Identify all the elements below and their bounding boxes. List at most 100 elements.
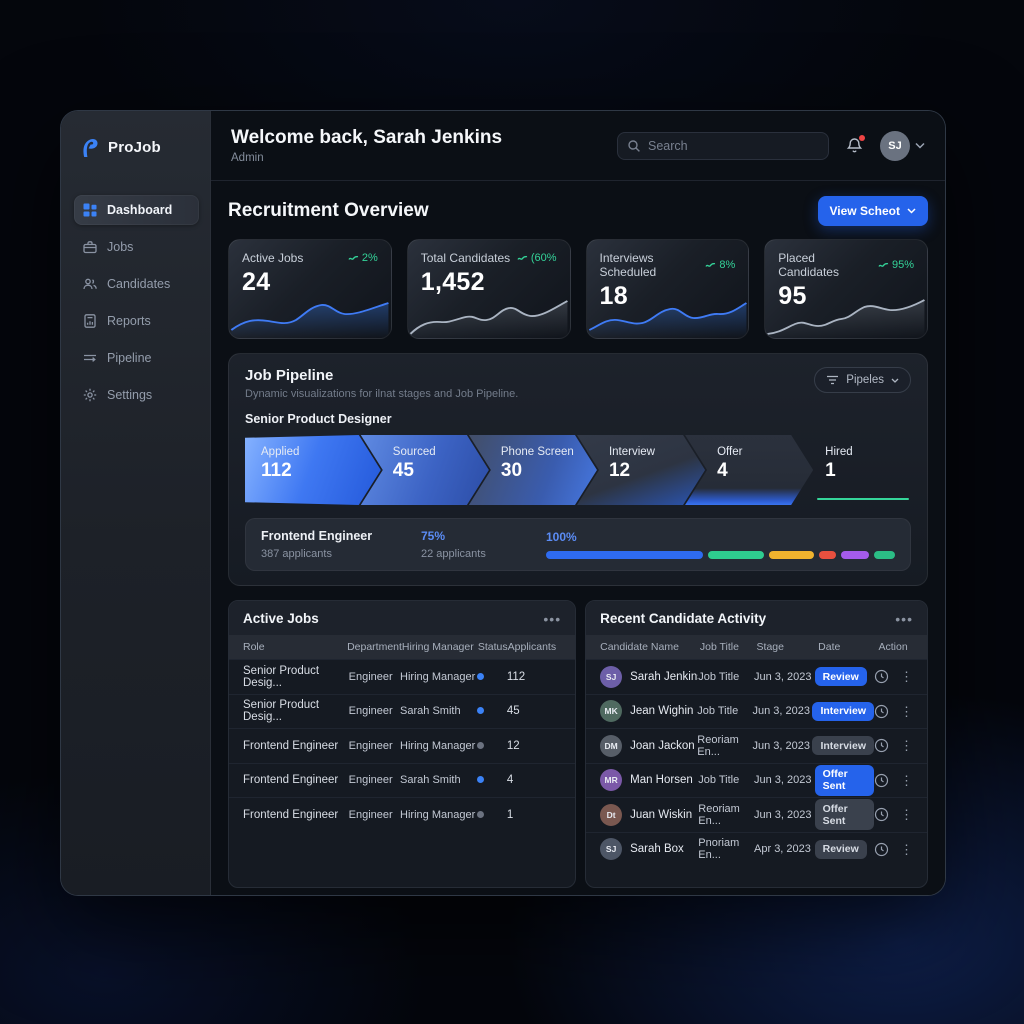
kebab-menu-icon[interactable]: ⋮: [900, 807, 913, 823]
trend-badge: 95%: [878, 259, 914, 271]
notifications-bell[interactable]: [845, 135, 865, 155]
dashboard-grid-icon: [82, 202, 98, 218]
table-row[interactable]: Frontend Engineer Engineer Hiring Manage…: [229, 797, 576, 832]
kebab-menu-icon[interactable]: ⋮: [900, 703, 913, 719]
stat-value: 18: [599, 282, 628, 310]
sidebar-item-pipeline[interactable]: Pipeline: [74, 343, 199, 373]
stage-label: Hired: [825, 446, 853, 458]
table-row[interactable]: Frontend Engineer Engineer Hiring Manage…: [229, 728, 576, 763]
search-input[interactable]: [648, 138, 819, 153]
stage-badge: Offer Sent: [814, 799, 874, 831]
stat-cards-row: Active Jobs 2% 24 Tot: [228, 239, 928, 339]
table-row[interactable]: SJ Sarah Jenkins Job Title Jun 3, 2023 R…: [586, 659, 927, 694]
sparkline-chart: [588, 302, 747, 338]
search-box[interactable]: [617, 131, 829, 160]
gear-icon: [82, 387, 98, 403]
avatar: MK: [600, 700, 623, 723]
pipelines-filter-button[interactable]: Pipeles: [814, 367, 911, 393]
sidebar-item-label: Jobs: [107, 240, 134, 254]
table-row[interactable]: MK Jean Wighin Job Title Jun 3, 2023 Int…: [586, 693, 927, 729]
trend-badge: 2%: [348, 252, 378, 264]
pipeline-subtitle: Dynamic visualizations for ilnat stages …: [245, 388, 519, 400]
stage-label: Phone Screen: [500, 446, 574, 458]
table-row[interactable]: Dt Juan Wiskin Reoriam En... Jun 3, 2023…: [586, 797, 927, 832]
status-dot: [477, 707, 485, 715]
stat-card-interviews-scheduled[interactable]: Interviews Scheduled 8% 18: [585, 239, 750, 339]
table-row[interactable]: DM Joan Jackon Reoriam En... Jun 3, 2023…: [586, 728, 927, 763]
history-clock-icon[interactable]: [874, 842, 889, 857]
stage-value: 12: [608, 460, 631, 481]
stat-label: Placed Candidates: [778, 251, 839, 279]
recent-activity-card: Recent Candidate Activity ••• Candidate …: [585, 600, 928, 888]
chevron-down-icon: [915, 142, 925, 149]
pipeline-summary-row[interactable]: Frontend Engineer 387 applicants 75% 22 …: [245, 518, 911, 571]
history-clock-icon[interactable]: [874, 773, 889, 788]
report-document-icon: [82, 313, 98, 329]
stage-label: Applied: [261, 446, 300, 458]
job-pipeline-card: Job Pipeline Dynamic visualizations for …: [228, 353, 928, 586]
kebab-menu-icon[interactable]: ⋮: [900, 841, 913, 857]
sidebar-nav: Dashboard Jobs: [74, 195, 199, 410]
app-title: ProJob: [108, 138, 161, 156]
funnel-stage-applied[interactable]: Applied 112: [245, 435, 381, 505]
sidebar-item-candidates[interactable]: Candidates: [74, 269, 199, 299]
funnel-stage-hired[interactable]: Hired 1: [793, 435, 911, 505]
view-schedule-button[interactable]: View Scheot: [817, 196, 928, 226]
bar-segment: [707, 551, 764, 559]
sidebar-item-label: Pipeline: [107, 351, 152, 365]
funnel-stage-interview[interactable]: Interview 12: [577, 435, 705, 505]
status-dot: [477, 741, 485, 749]
sidebar-item-label: Reports: [107, 314, 151, 328]
chevron-down-icon: [907, 208, 916, 214]
sidebar-item-dashboard[interactable]: Dashboard: [74, 195, 199, 225]
pipeline-flow-icon: [82, 350, 98, 366]
sidebar-item-settings[interactable]: Settings: [74, 380, 199, 410]
summary-applicants: 387 applicants: [261, 548, 332, 560]
history-clock-icon[interactable]: [874, 704, 889, 719]
stat-value: 24: [242, 268, 271, 296]
stage-value: 4: [717, 460, 728, 481]
table-row[interactable]: Senior Product Desig... Engineer Hiring …: [229, 659, 576, 694]
stat-card-total-candidates[interactable]: Total Candidates (60% 1,452: [406, 239, 571, 339]
stage-value: 45: [392, 460, 414, 481]
briefcase-icon: [82, 239, 98, 255]
recent-activity-title: Recent Candidate Activity: [600, 611, 767, 626]
table-row[interactable]: MR Man Horsen Job Title Jun 3, 2023 Offe…: [586, 762, 927, 798]
trend-up-icon: [517, 255, 528, 260]
sidebar-item-reports[interactable]: Reports: [74, 306, 199, 336]
avatar: SJ: [880, 130, 910, 161]
sidebar-item-label: Candidates: [107, 277, 171, 291]
stat-card-placed-candidates[interactable]: Placed Candidates 95% 95: [764, 239, 928, 339]
chevron-down-icon: [891, 378, 899, 383]
welcome-block: Welcome back, Sarah Jenkins Admin: [231, 127, 502, 164]
header-controls: SJ: [617, 130, 925, 161]
status-dot: [477, 810, 485, 818]
stage-value: 112: [261, 460, 292, 481]
kebab-menu-icon[interactable]: ⋮: [900, 669, 913, 685]
filter-lines-icon: [827, 375, 839, 385]
kebab-menu-icon[interactable]: ⋮: [900, 772, 913, 788]
sidebar-item-jobs[interactable]: Jobs: [74, 232, 199, 262]
stat-card-active-jobs[interactable]: Active Jobs 2% 24: [228, 239, 392, 339]
active-jobs-card: Active Jobs ••• Role Department Hiring M…: [228, 600, 577, 888]
trend-up-icon: [878, 262, 889, 267]
table-row[interactable]: Senior Product Desig... Engineer Sarah S…: [229, 693, 576, 729]
pipeline-funnel: Applied 112 Sourced 45 Phone Screen: [245, 435, 911, 505]
more-menu-icon[interactable]: •••: [543, 610, 562, 627]
sparkline-chart: [230, 302, 389, 338]
summary-percent-b: 100%: [546, 530, 577, 544]
history-clock-icon[interactable]: [874, 669, 889, 684]
bar-segment: [546, 551, 703, 559]
table-row[interactable]: Frontend Engineer Engineer Sarah Smith 4: [229, 762, 576, 798]
user-menu[interactable]: SJ: [880, 130, 925, 161]
more-menu-icon[interactable]: •••: [895, 610, 913, 627]
avatar: MR: [600, 769, 623, 792]
sidebar-item-label: Dashboard: [107, 203, 173, 217]
pipeline-title: Job Pipeline: [245, 367, 334, 384]
history-clock-icon[interactable]: [874, 738, 889, 753]
kebab-menu-icon[interactable]: ⋮: [900, 738, 913, 754]
stage-badge: Review: [814, 667, 867, 687]
avatar: SJ: [600, 838, 623, 861]
history-clock-icon[interactable]: [874, 807, 889, 822]
table-row[interactable]: SJ Sarah Box Pnoriam En... Apr 3, 2023 R…: [586, 831, 927, 867]
